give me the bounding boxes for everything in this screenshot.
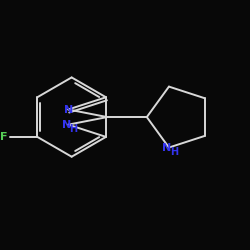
Text: H: H [69,124,77,134]
Text: H: H [170,147,178,157]
Text: N: N [162,142,172,152]
Text: N: N [62,120,71,130]
Text: N: N [64,104,73,115]
Text: F: F [0,132,7,142]
